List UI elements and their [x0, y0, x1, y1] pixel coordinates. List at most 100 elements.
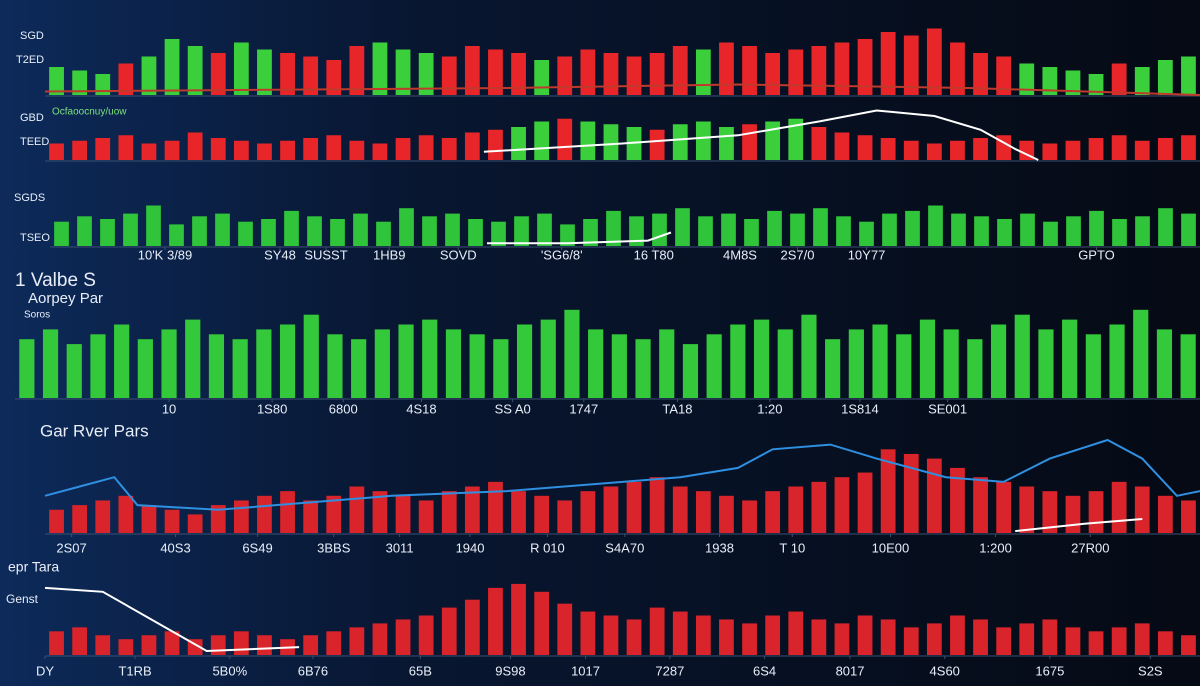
x-tick-label: 10'K 3/89: [138, 247, 193, 262]
bar: [372, 623, 388, 655]
bar: [372, 42, 388, 95]
bar: [1042, 491, 1058, 533]
bar: [192, 216, 207, 246]
bar: [1089, 210, 1104, 246]
bar: [928, 205, 943, 246]
x-tick-label: 1017: [571, 663, 600, 678]
bar: [765, 615, 781, 655]
bar: [811, 481, 827, 533]
bar: [399, 208, 414, 246]
bar: [1065, 627, 1081, 655]
x-tick-label: 6S49: [242, 540, 272, 555]
axis-label: TEED: [20, 136, 49, 148]
bar: [137, 339, 153, 398]
bar: [1042, 143, 1058, 160]
bar: [19, 339, 35, 398]
x-tick-label: 10E00: [872, 540, 910, 555]
x-tick-label: 3011: [386, 540, 414, 555]
bar: [583, 219, 598, 246]
x-tick-label: 1S814: [841, 401, 879, 416]
bar: [557, 603, 573, 655]
x-tick-label: 2S7/0: [781, 247, 815, 262]
bar: [926, 143, 942, 160]
bar: [719, 127, 734, 160]
bar: [279, 324, 296, 398]
bar: [464, 599, 480, 655]
bar: [353, 213, 368, 246]
bar: [603, 124, 619, 160]
bar: [418, 615, 434, 655]
bar: [659, 329, 675, 398]
bar: [626, 619, 642, 655]
bar: [629, 216, 644, 246]
x-tick-label: SY48: [264, 247, 296, 262]
bar: [813, 208, 828, 246]
bar: [926, 623, 942, 655]
bar: [1134, 623, 1150, 655]
bar: [210, 635, 226, 655]
bar: [973, 619, 988, 655]
bar: [788, 486, 804, 533]
bar: [1042, 619, 1058, 655]
bar: [1134, 486, 1150, 533]
bar: [395, 495, 411, 533]
bar: [238, 221, 253, 246]
bar: [257, 495, 272, 533]
bar: [164, 39, 180, 95]
bar: [511, 127, 526, 160]
bar: [1042, 67, 1058, 95]
bar: [1157, 138, 1173, 160]
bar: [1111, 481, 1127, 533]
bar: [777, 329, 793, 398]
bar: [187, 46, 203, 95]
bar: [1019, 486, 1035, 533]
bar: [997, 219, 1012, 246]
x-tick-label: 3BBS: [317, 540, 351, 555]
bar: [491, 221, 506, 246]
bar: [580, 611, 596, 655]
x-tick-label: 1S80: [257, 401, 287, 416]
bar: [418, 53, 434, 95]
bar: [514, 216, 529, 246]
bar: [376, 221, 391, 246]
bar: [744, 219, 759, 246]
bar: [834, 623, 850, 655]
bar: [1133, 309, 1149, 398]
bar: [54, 221, 69, 246]
bar: [950, 140, 965, 160]
x-tick-label: 4S60: [930, 663, 960, 678]
axis-label: T2ED: [16, 54, 44, 66]
bar: [834, 42, 850, 95]
x-tick-label: 6S4: [753, 663, 776, 678]
bar: [540, 319, 556, 398]
bar: [765, 121, 781, 160]
x-tick-label: 6800: [329, 401, 358, 416]
bar: [788, 118, 804, 160]
bar: [418, 135, 434, 160]
bar: [187, 514, 203, 533]
bar: [280, 140, 295, 160]
bar: [118, 63, 134, 95]
bar: [488, 49, 503, 95]
x-tick-label: SOVD: [440, 247, 477, 262]
bar: [926, 28, 942, 95]
bar: [672, 486, 688, 533]
bar: [256, 329, 272, 398]
bar: [1134, 67, 1150, 95]
bar: [464, 132, 480, 160]
bar: [464, 486, 480, 533]
bar: [1109, 324, 1125, 398]
bar: [896, 334, 912, 398]
bar: [516, 324, 533, 398]
bar: [351, 339, 367, 398]
x-tick-label: SS A0: [495, 401, 531, 416]
bar: [141, 505, 157, 533]
bar: [611, 334, 627, 398]
bar: [441, 56, 457, 95]
bar: [1088, 74, 1104, 95]
bar: [118, 135, 134, 160]
bar: [327, 334, 343, 398]
bar: [1181, 56, 1196, 95]
bar: [848, 329, 864, 398]
